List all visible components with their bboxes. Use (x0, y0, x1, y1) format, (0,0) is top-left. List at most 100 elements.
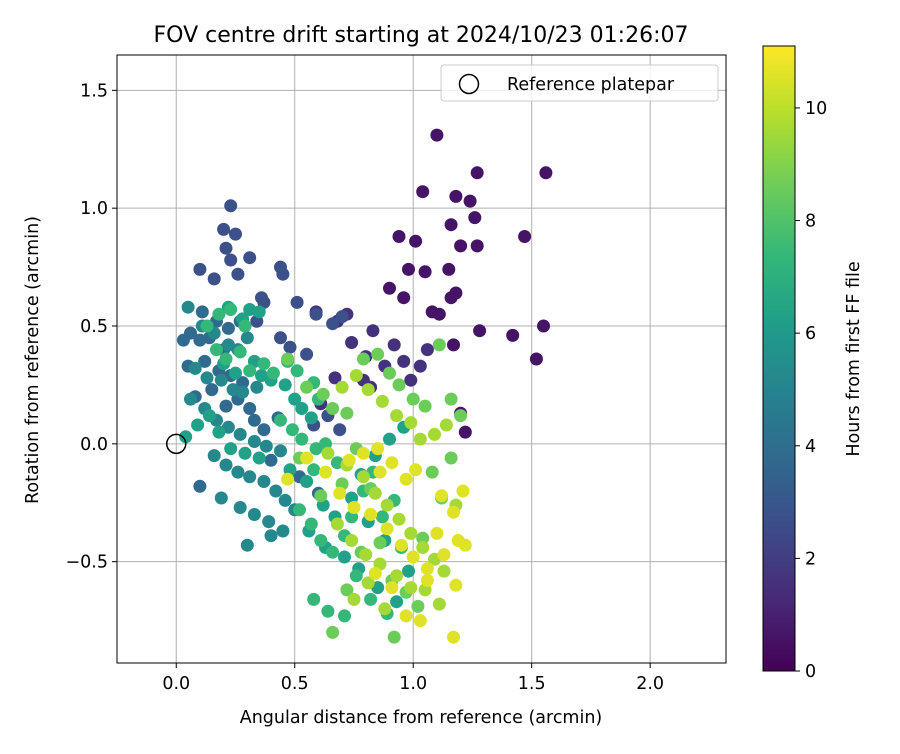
data-point (399, 472, 413, 486)
data-point (437, 564, 451, 578)
data-point (390, 409, 404, 423)
data-point (300, 451, 314, 465)
data-point (290, 364, 304, 378)
data-point (345, 336, 359, 349)
data-point (539, 166, 553, 180)
data-point (454, 239, 468, 253)
data-point (458, 538, 472, 552)
data-point (300, 380, 314, 394)
data-point (328, 371, 342, 385)
data-point (444, 218, 458, 232)
legend-entry-reference: Reference platepar (507, 75, 675, 95)
data-point (316, 387, 330, 401)
data-point (207, 449, 221, 463)
data-point (345, 534, 359, 547)
data-point (420, 343, 434, 357)
data-point (458, 425, 472, 439)
data-point (314, 534, 328, 547)
data-point (224, 199, 238, 213)
data-point (413, 614, 427, 628)
data-point (184, 326, 197, 340)
data-point (470, 166, 484, 180)
colorbar-ticks: 0 2 4 6 8 10 (795, 99, 827, 682)
data-point (276, 524, 290, 538)
data-point (264, 529, 278, 543)
data-point (326, 545, 340, 559)
data-point (402, 262, 415, 276)
data-point (371, 347, 385, 361)
data-point (247, 435, 261, 448)
data-point (229, 227, 242, 241)
data-point (402, 564, 415, 578)
data-point (219, 241, 233, 255)
data-point (233, 501, 247, 514)
data-point (420, 574, 434, 587)
data-point (278, 493, 292, 507)
colorbar-tick-label: 8 (805, 212, 816, 232)
data-point (184, 392, 197, 406)
data-point (413, 432, 427, 446)
data-point (247, 413, 261, 427)
data-point (356, 446, 370, 460)
data-point (231, 267, 245, 281)
data-point (447, 630, 460, 644)
colorbar-gradient (762, 45, 796, 672)
data-point (380, 498, 394, 512)
data-point (200, 371, 214, 385)
data-point (375, 510, 389, 524)
data-point (295, 402, 309, 415)
data-point (219, 352, 233, 366)
data-point (416, 185, 430, 199)
data-point (321, 446, 335, 460)
x-tick-label: 2.0 (636, 674, 664, 694)
data-point (375, 394, 389, 408)
chart-title: FOV centre drift starting at 2024/10/23 … (154, 23, 689, 48)
data-point (364, 592, 378, 606)
data-point (326, 625, 340, 639)
data-point (276, 267, 290, 281)
data-point (238, 446, 252, 460)
data-point (411, 599, 425, 613)
data-point (198, 354, 212, 368)
data-point (537, 319, 550, 333)
data-point (259, 439, 273, 453)
data-point (342, 453, 356, 467)
data-point (428, 427, 441, 441)
data-point (392, 230, 406, 243)
data-point (207, 272, 221, 286)
x-axis-label: Angular distance from reference (arcmin) (240, 708, 603, 728)
data-point (330, 517, 344, 531)
y-tick-label: −0.5 (66, 553, 109, 573)
data-point (321, 604, 335, 618)
x-tick-label: 0.0 (162, 674, 190, 694)
data-point (314, 489, 328, 503)
x-tick-label: 0.5 (281, 674, 309, 694)
data-point (392, 512, 406, 526)
data-point (473, 324, 487, 338)
data-point (338, 609, 351, 623)
data-point (281, 472, 295, 486)
data-point (212, 307, 226, 321)
data-point (468, 211, 482, 225)
data-point (257, 423, 271, 437)
data-point (404, 416, 418, 430)
data-point (293, 503, 306, 517)
data-point (262, 515, 276, 529)
data-point (335, 310, 349, 324)
data-point (444, 392, 458, 406)
y-axis-label: Rotation from reference (arcmin) (23, 216, 43, 504)
data-point (430, 128, 444, 142)
data-point (200, 319, 214, 333)
data-point (385, 456, 399, 470)
y-tick-label: 1.5 (80, 81, 108, 101)
data-point (364, 508, 378, 521)
axes: 0.0 0.5 1.0 1.5 2.0 −0.5 0.0 0.5 1.0 1.5 (66, 81, 665, 694)
data-point (432, 597, 446, 611)
data-point (404, 526, 418, 540)
data-point (371, 442, 385, 456)
data-point (383, 366, 396, 380)
data-point (361, 383, 375, 397)
data-point (266, 366, 280, 380)
data-point (295, 432, 309, 446)
